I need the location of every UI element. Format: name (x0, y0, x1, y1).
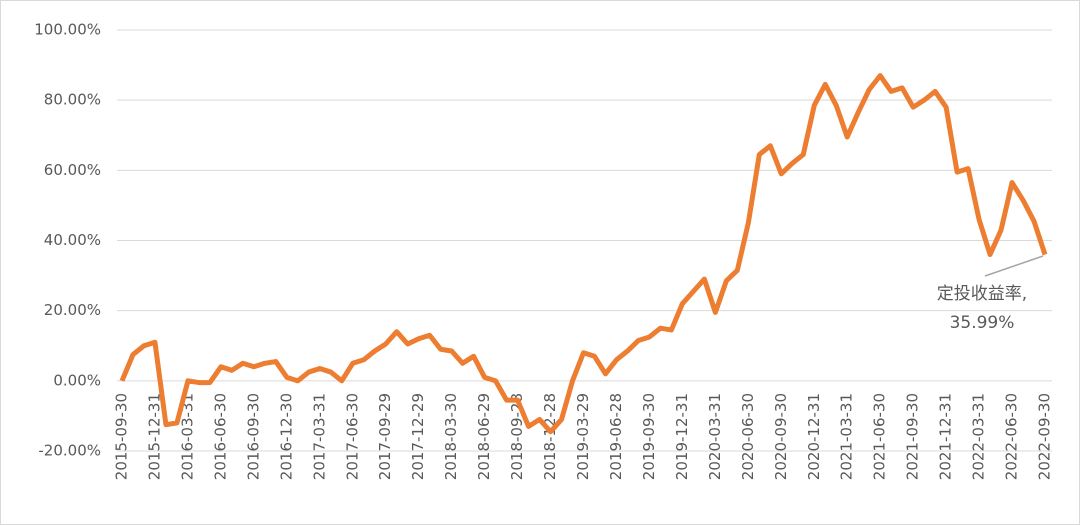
x-tick-label: 2021-03-31 (838, 393, 856, 480)
x-tick-label: 2020-12-31 (805, 393, 823, 480)
x-tick-label: 2022-09-30 (1036, 393, 1054, 480)
x-tick-label: 2016-09-30 (244, 393, 262, 480)
x-tick-label: 2021-12-31 (937, 393, 955, 480)
x-tick-label: 2015-12-31 (145, 393, 163, 480)
x-tick-label: 2022-06-30 (1003, 393, 1021, 480)
x-tick-label: 2017-06-30 (343, 393, 361, 480)
x-tick-label: 2016-03-31 (178, 393, 196, 480)
x-tick-label: 2019-03-29 (574, 393, 592, 480)
y-tick-label: 60.00% (44, 161, 101, 179)
x-tick-label: 2018-06-29 (475, 393, 493, 480)
x-tick-label: 2018-09-28 (508, 393, 526, 480)
x-tick-label: 2019-06-28 (607, 393, 625, 480)
y-tick-label: -20.00% (38, 442, 101, 460)
x-tick-label: 2019-09-30 (640, 393, 658, 480)
x-tick-label: 2019-12-31 (673, 393, 691, 480)
x-tick-label: 2016-06-30 (211, 393, 229, 480)
x-tick-label: 2016-12-30 (277, 393, 295, 480)
x-tick-label: 2017-09-29 (376, 393, 394, 480)
y-tick-label: 100.00% (34, 21, 101, 39)
y-tick-label: 0.00% (53, 371, 101, 389)
grid: -20.00% 0.00% 20.00% 40.00% 60.00% 80.00% 100.… (34, 21, 1053, 481)
x-tick-label: 2020-06-30 (739, 393, 757, 480)
y-tick-label: 20.00% (44, 301, 101, 319)
annotation-text: 定投收益率, (937, 284, 1027, 304)
series-line (119, 73, 1048, 435)
x-tick-label: 2020-09-30 (772, 393, 790, 480)
x-tick-label: 2020-03-31 (706, 393, 724, 480)
x-tick-label: 2017-03-31 (310, 393, 328, 480)
x-tick-label: 2015-09-30 (113, 393, 131, 480)
x-tick-label: 2021-09-30 (904, 393, 922, 480)
x-tick-label: 2017-12-29 (409, 393, 427, 480)
y-tick-label: 40.00% (44, 231, 101, 249)
x-tick-label: 2018-03-30 (442, 393, 460, 480)
x-tick-label: 2021-06-30 (871, 393, 889, 480)
y-tick-label: 80.00% (44, 91, 101, 109)
x-tick-label: 2022-03-31 (970, 393, 988, 480)
annotation-value: 35.99% (950, 313, 1015, 333)
annotation-leader (984, 255, 1044, 277)
x-tick-label: 2018-12-28 (541, 393, 559, 480)
